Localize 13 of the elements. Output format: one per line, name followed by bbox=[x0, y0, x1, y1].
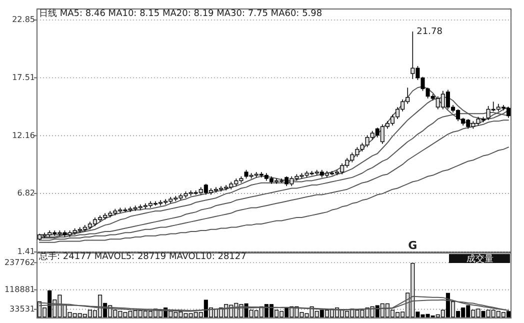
chart-title: 日线 MA5: 8.46 MA10: 8.15 MA20: 8.19 MA30: 7.75 MA60: 5.98 bbox=[39, 8, 322, 19]
y-tick-label: 33531 bbox=[10, 304, 35, 314]
y-tick-label: 6.82 bbox=[17, 188, 35, 198]
y-tick-label: 12.16 bbox=[12, 130, 35, 140]
y-tick-label: 22.85 bbox=[12, 15, 35, 24]
y-tick-label: 1.41 bbox=[17, 247, 35, 256]
annotation: G bbox=[408, 239, 418, 252]
annotation: 21.78 bbox=[416, 27, 443, 38]
annotation: 成交量 bbox=[466, 253, 494, 264]
y-tick-label: 118881 bbox=[4, 285, 35, 294]
chart-title: 总手: 24177 MAVOL5: 28719 MAVOL10: 28127 bbox=[38, 251, 246, 262]
y-tick-label: 237762 bbox=[4, 258, 35, 267]
y-tick-label: 17.51 bbox=[12, 72, 35, 82]
